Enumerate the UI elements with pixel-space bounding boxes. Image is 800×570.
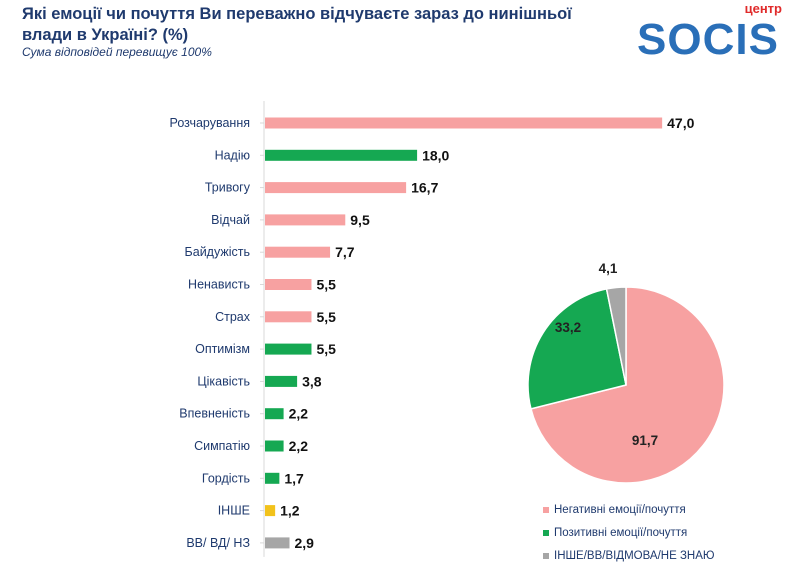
bar-value-label: 5,5 bbox=[316, 341, 336, 357]
bar bbox=[265, 117, 663, 129]
category-label: Оптимізм bbox=[195, 342, 250, 356]
category-label: Цікавість bbox=[197, 374, 250, 388]
category-label: Надію bbox=[215, 148, 250, 162]
bar bbox=[265, 279, 312, 290]
socis-logo: центр SOCIS bbox=[637, 1, 782, 62]
chart-title: Які емоції чи почуття Ви переважно відчу… bbox=[22, 5, 572, 44]
legend-swatch-negative bbox=[543, 506, 549, 513]
bar-value-label: 18,0 bbox=[422, 147, 449, 163]
legend-label-positive: Позитивні емоції/почуття bbox=[554, 526, 688, 539]
bar-chart: Розчарування 47,0 Надію 18,0 Тривогу 16,7 Відч… bbox=[170, 101, 695, 557]
pie-value-label: 91,7 bbox=[632, 433, 658, 448]
pie-chart: 91,7 33,2 4,1 bbox=[527, 261, 725, 484]
bar bbox=[265, 246, 331, 258]
category-label: Розчарування bbox=[170, 116, 250, 130]
logo-tag: центр bbox=[745, 1, 782, 16]
bar-value-label: 1,7 bbox=[284, 470, 304, 486]
bar-value-label: 3,8 bbox=[302, 373, 322, 389]
legend-item-other: ІНШЕ/ВВ/ВІДМОВА/НЕ ЗНАЮ bbox=[543, 544, 714, 567]
category-label: Страх bbox=[215, 310, 251, 324]
bar bbox=[265, 311, 312, 323]
category-label: Байдужість bbox=[185, 245, 250, 259]
legend-item-positive: Позитивні емоції/почуття bbox=[543, 521, 714, 544]
bar bbox=[265, 182, 407, 194]
bar-value-label: 9,5 bbox=[350, 212, 370, 228]
pie-slice bbox=[530, 286, 725, 484]
category-label: Впевненість bbox=[179, 407, 250, 421]
category-label: Відчай bbox=[211, 213, 250, 227]
category-label: Тривогу bbox=[205, 181, 251, 195]
category-label: Симпатію bbox=[194, 439, 250, 453]
pie-value-label: 33,2 bbox=[555, 320, 581, 335]
bar bbox=[265, 375, 298, 387]
bar-value-label: 2,2 bbox=[289, 438, 309, 454]
bar-value-label: 47,0 bbox=[667, 115, 694, 131]
bar-value-label: 1,2 bbox=[280, 503, 300, 519]
legend-swatch-positive bbox=[543, 529, 549, 536]
pie-slice bbox=[527, 288, 627, 410]
bar bbox=[265, 408, 284, 420]
legend-label-negative: Негативні емоції/почуття bbox=[554, 503, 686, 516]
legend-swatch-other bbox=[543, 552, 549, 559]
bar-value-label: 16,7 bbox=[411, 180, 438, 196]
bar bbox=[265, 537, 290, 549]
category-label: ВВ/ ВД/ НЗ bbox=[186, 536, 250, 550]
bar bbox=[265, 440, 284, 452]
bar-value-label: 5,5 bbox=[316, 277, 336, 293]
bar bbox=[265, 214, 346, 226]
pie-legend: Негативні емоції/почуття Позитивні емоці… bbox=[543, 498, 714, 567]
bar bbox=[265, 505, 276, 517]
bar-value-label: 7,7 bbox=[335, 244, 355, 260]
chart-subtitle: Сума відповідей перевищує 100% bbox=[22, 45, 212, 59]
bar bbox=[265, 343, 312, 355]
category-label: Ненависть bbox=[188, 278, 250, 292]
bar bbox=[265, 472, 280, 484]
category-label: Гордість bbox=[202, 471, 250, 485]
bar-value-label: 2,2 bbox=[289, 406, 309, 422]
legend-label-other: ІНШЕ/ВВ/ВІДМОВА/НЕ ЗНАЮ bbox=[554, 549, 715, 562]
category-label: ІНШЕ bbox=[218, 504, 250, 518]
bar bbox=[265, 149, 418, 161]
logo-wordmark: SOCIS bbox=[637, 15, 779, 62]
legend-item-negative: Негативні емоції/почуття bbox=[543, 498, 714, 521]
bar-value-label: 5,5 bbox=[316, 309, 336, 325]
pie-slice bbox=[605, 286, 627, 386]
bar-value-label: 2,9 bbox=[295, 535, 315, 551]
pie-value-label: 4,1 bbox=[599, 261, 618, 276]
